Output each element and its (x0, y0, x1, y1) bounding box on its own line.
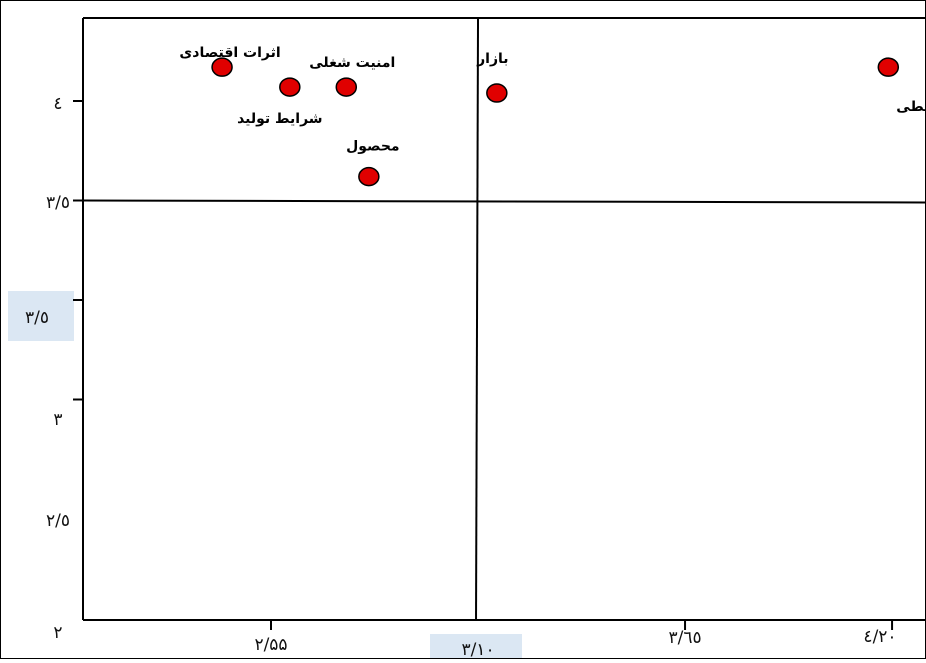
y-tick-label: ۳/٥ (46, 193, 70, 213)
scatter-point (280, 78, 300, 96)
tick-highlight-layer (8, 291, 522, 659)
y-reference-tick-label: ۳/٥ (25, 308, 49, 328)
x-tick-label: ٤/۲۰ (863, 627, 896, 647)
y-tick-label: ۳ (53, 410, 62, 430)
y-tick-label: ۲ (53, 623, 62, 643)
x-tick-label: ۳/۱۰ (461, 640, 494, 659)
point-label: اثرات اقتصادی (179, 45, 280, 61)
x-tick-label: ۲/۵۵ (254, 635, 287, 655)
vertical-reference-line (476, 18, 478, 620)
y-tick-label: ۲/٥ (46, 511, 70, 531)
scatter-point (336, 78, 356, 96)
point-label: اثرات زیست محیطی (896, 99, 926, 115)
point-label: بازار (476, 51, 508, 67)
point-layer: اثرات اقتصادی شرایط تولید امنیت شغلی محصول ب… (179, 45, 926, 185)
x-tick-label: ۳/٦٥ (668, 628, 701, 648)
scatter-point (359, 168, 379, 186)
y-tick-label: ٤ (53, 94, 62, 114)
point-label: امنیت شغلی (309, 55, 395, 71)
horizontal-reference-line (83, 201, 926, 203)
tick-layer: ۲/۵۵ ۳/۱۰ ۳/٦٥ ٤/۲۰ ۲ ۲/٥ ۳ ۳/٥ ۳/٥ ٤ (25, 94, 897, 659)
scatter-point (487, 84, 507, 102)
scatter-point (878, 58, 898, 76)
point-label: محصول (346, 139, 399, 155)
point-label: شرایط تولید (237, 111, 323, 127)
